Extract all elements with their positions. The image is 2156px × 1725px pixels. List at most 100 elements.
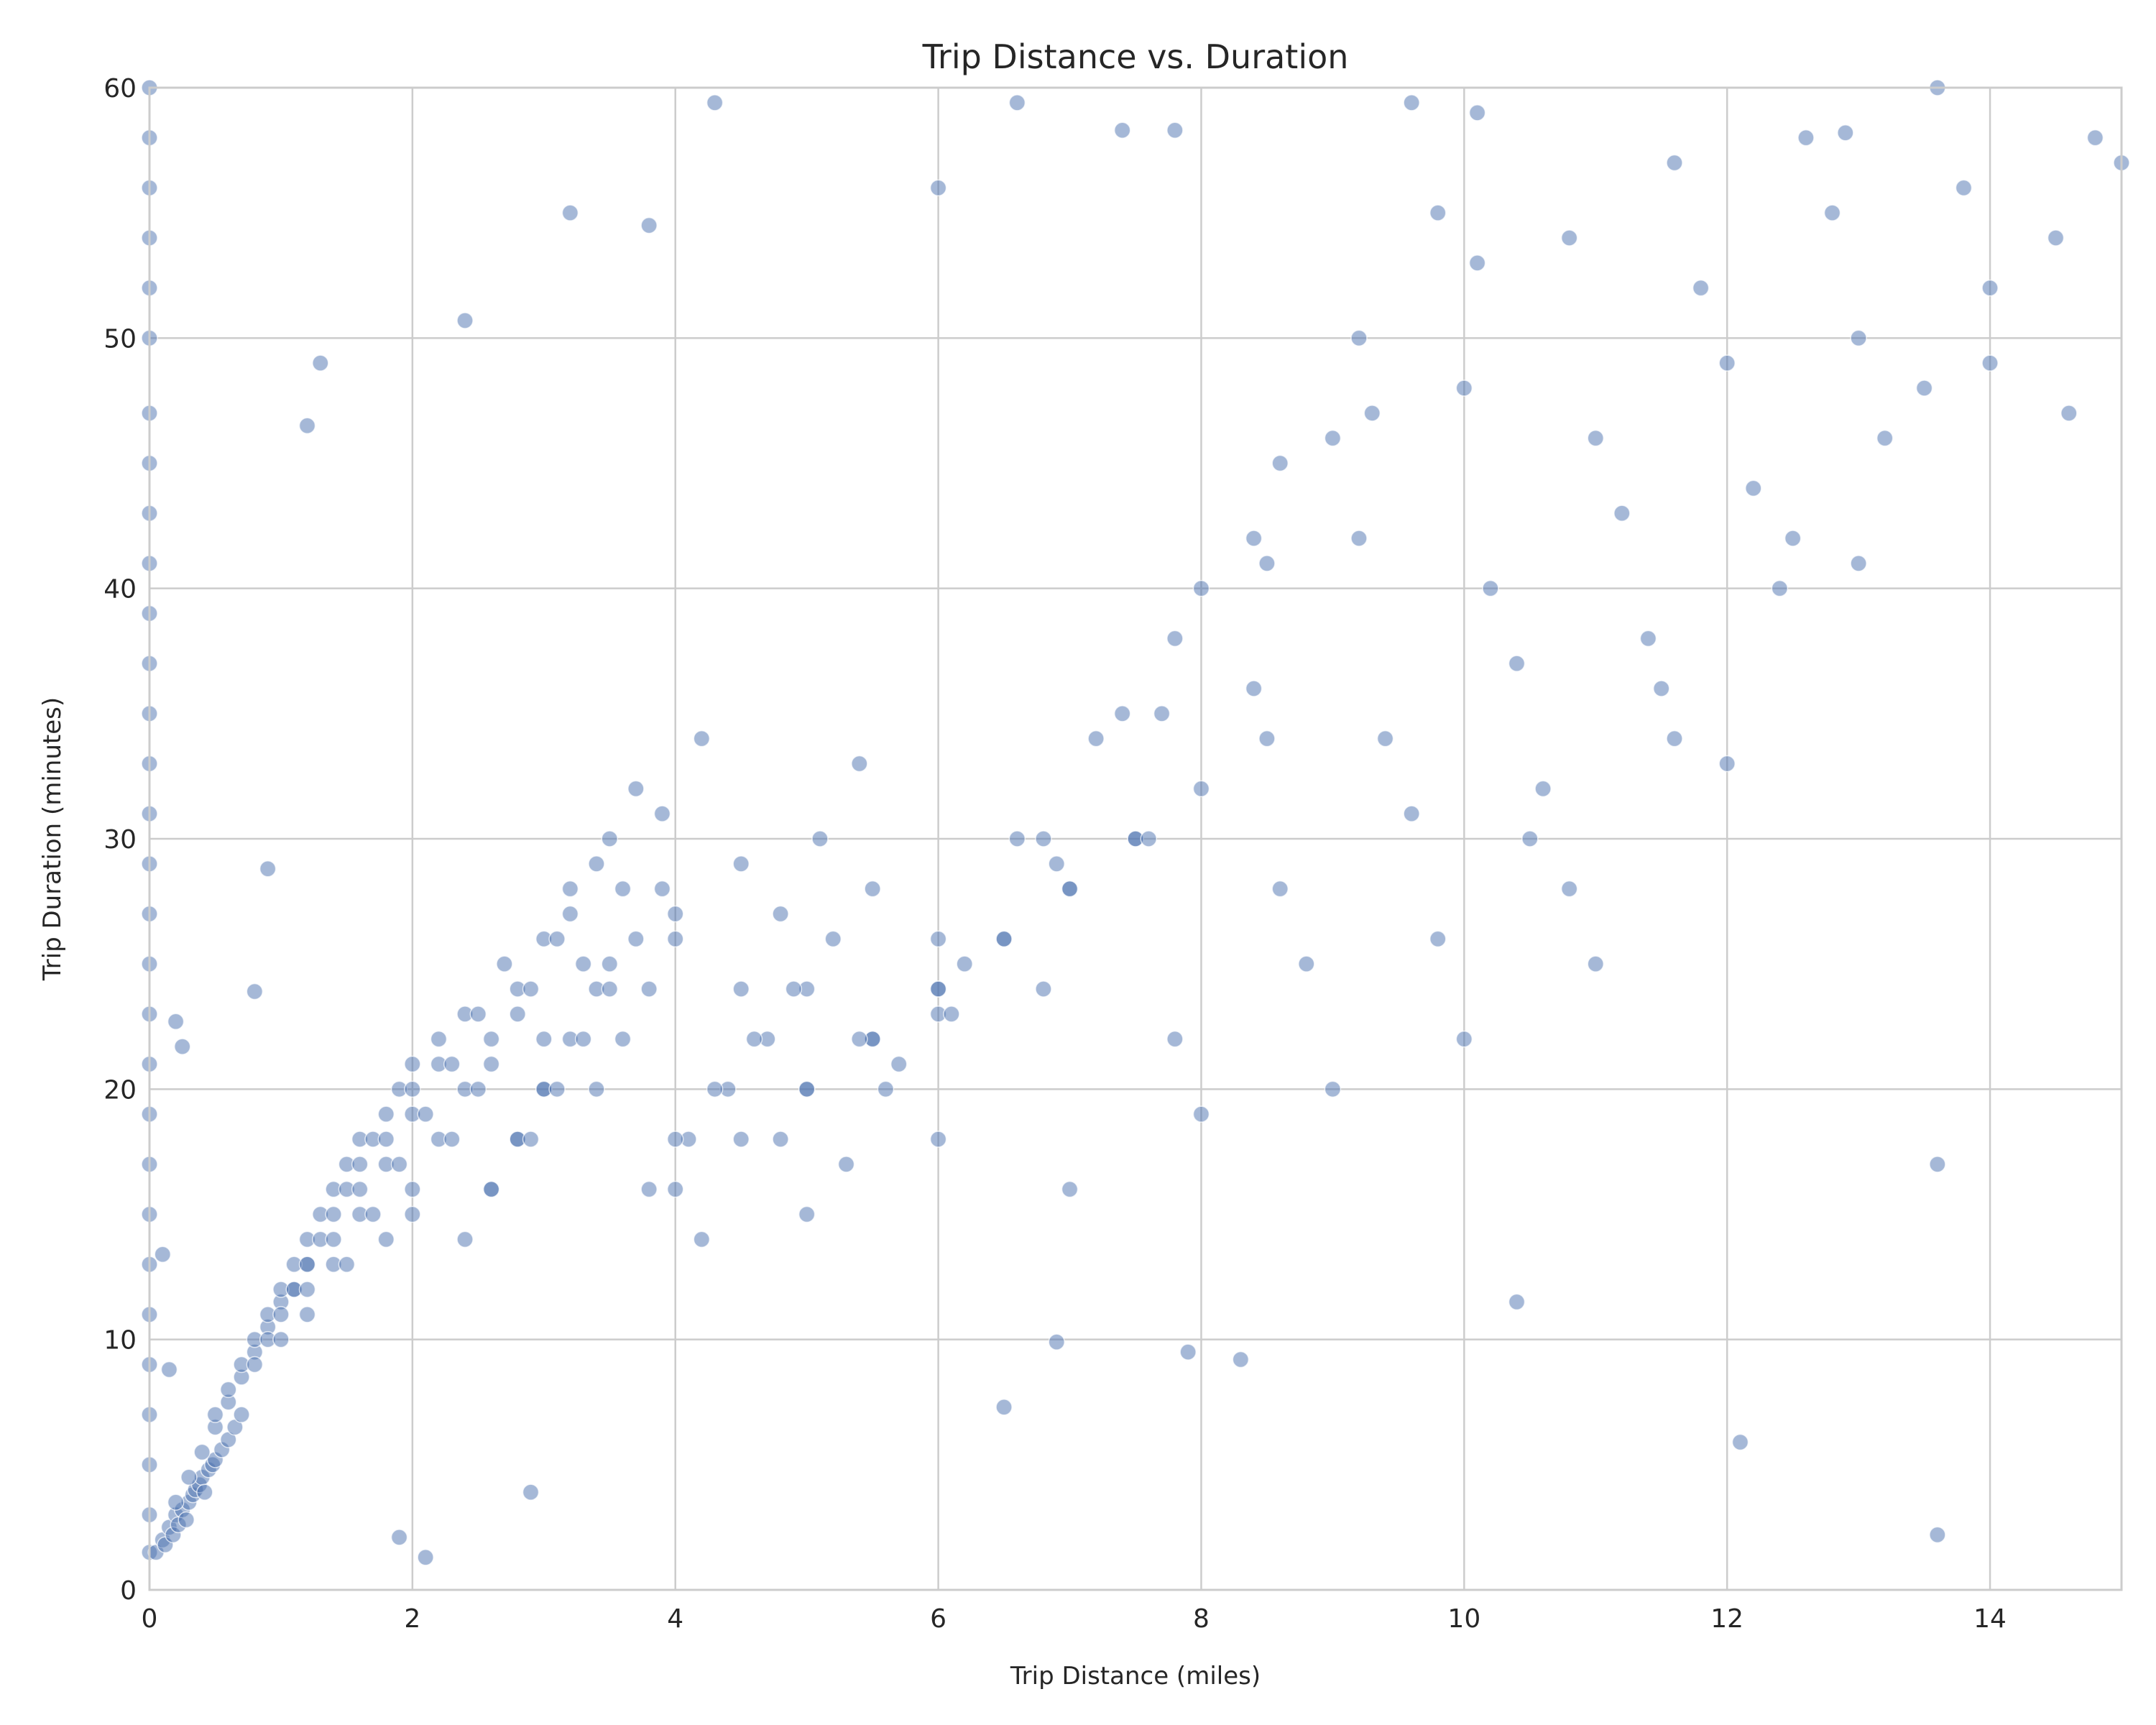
data-point (390, 1156, 408, 1173)
data-point (837, 1156, 855, 1173)
x-tick-label: 6 (930, 1604, 946, 1634)
data-point (1731, 1433, 1749, 1451)
data-point (640, 980, 658, 998)
data-point (1192, 579, 1210, 597)
data-point (1468, 104, 1486, 121)
data-point (864, 880, 881, 898)
data-point (482, 1030, 500, 1048)
data-point (178, 1511, 195, 1529)
data-point (1048, 855, 1065, 873)
data-point (338, 1256, 356, 1273)
data-point (298, 1306, 316, 1323)
data-point (627, 930, 645, 948)
data-point (1823, 204, 1841, 221)
data-point (496, 955, 513, 972)
data-point (929, 179, 947, 197)
data-point (1692, 279, 1710, 297)
data-point (929, 980, 947, 998)
data-point (180, 1468, 198, 1486)
data-point (272, 1306, 290, 1323)
data-point (1061, 880, 1079, 898)
data-point (1915, 380, 1933, 397)
data-point (693, 1230, 711, 1248)
data-point (956, 955, 973, 972)
data-point (298, 1281, 316, 1298)
data-point (890, 1055, 908, 1073)
data-point (1258, 730, 1276, 748)
data-point (1350, 329, 1368, 347)
data-point (167, 1013, 185, 1031)
y-tick-label: 10 (103, 1326, 137, 1356)
data-point (614, 880, 632, 898)
data-point (298, 417, 316, 434)
data-point (1837, 124, 1854, 142)
x-tick-label: 12 (1710, 1604, 1743, 1634)
data-point (601, 830, 619, 847)
data-point (1468, 254, 1486, 272)
x-axis-title: Trip Distance (miles) (1010, 1662, 1261, 1690)
data-point (1587, 955, 1605, 972)
data-point (666, 930, 684, 948)
plot-frame (148, 86, 2123, 1591)
data-point (548, 930, 566, 948)
data-point (1652, 680, 1670, 697)
data-point (1929, 1526, 1946, 1544)
data-point (272, 1330, 290, 1348)
data-point (377, 1105, 395, 1123)
data-point (390, 1529, 408, 1546)
data-point (404, 1205, 421, 1223)
data-point (1850, 329, 1867, 347)
data-point (1771, 579, 1789, 597)
data-point (1613, 505, 1631, 522)
data-point (1298, 955, 1315, 972)
data-point (1639, 630, 1657, 648)
data-point (627, 780, 645, 798)
data-points (141, 79, 2130, 1566)
data-point (1192, 780, 1210, 798)
data-point (929, 1131, 947, 1148)
data-point (732, 855, 750, 873)
data-point (693, 730, 711, 748)
data-point (706, 94, 724, 111)
data-point (653, 880, 671, 898)
x-tick-label: 10 (1447, 1604, 1480, 1634)
data-point (2047, 229, 2065, 247)
data-point (1035, 980, 1052, 998)
data-point (377, 1230, 395, 1248)
data-point (1271, 880, 1289, 898)
data-point (443, 1055, 461, 1073)
data-point (1560, 229, 1578, 247)
data-point (877, 1080, 895, 1098)
data-point (482, 1055, 500, 1073)
data-point (154, 1246, 172, 1263)
data-point (1560, 880, 1578, 898)
chart-title: Trip Distance vs. Duration (922, 37, 1349, 76)
data-point (1258, 555, 1276, 572)
data-point (851, 1030, 868, 1048)
data-point (246, 1356, 264, 1374)
data-point (1179, 1343, 1197, 1361)
data-point (404, 1055, 421, 1073)
data-point (456, 1230, 474, 1248)
data-point (1324, 429, 1342, 447)
data-point (1061, 1180, 1079, 1198)
data-point (574, 1030, 592, 1048)
data-point (1508, 655, 1526, 672)
data-point (220, 1381, 237, 1399)
data-point (1534, 780, 1552, 798)
data-point (561, 905, 579, 923)
data-point (259, 860, 277, 878)
data-point (325, 1205, 342, 1223)
data-point (1324, 1080, 1342, 1098)
data-point (351, 1180, 369, 1198)
data-point (1981, 354, 1999, 372)
data-point (732, 980, 750, 998)
data-point (1784, 530, 1802, 547)
y-axis-ticks: 0 10 20 30 40 50 60 (103, 74, 137, 1606)
data-point (1850, 555, 1867, 572)
data-point (1429, 204, 1447, 221)
data-point (1245, 530, 1263, 547)
data-point (1271, 454, 1289, 472)
data-point (2060, 405, 2078, 422)
data-point (1153, 705, 1171, 722)
